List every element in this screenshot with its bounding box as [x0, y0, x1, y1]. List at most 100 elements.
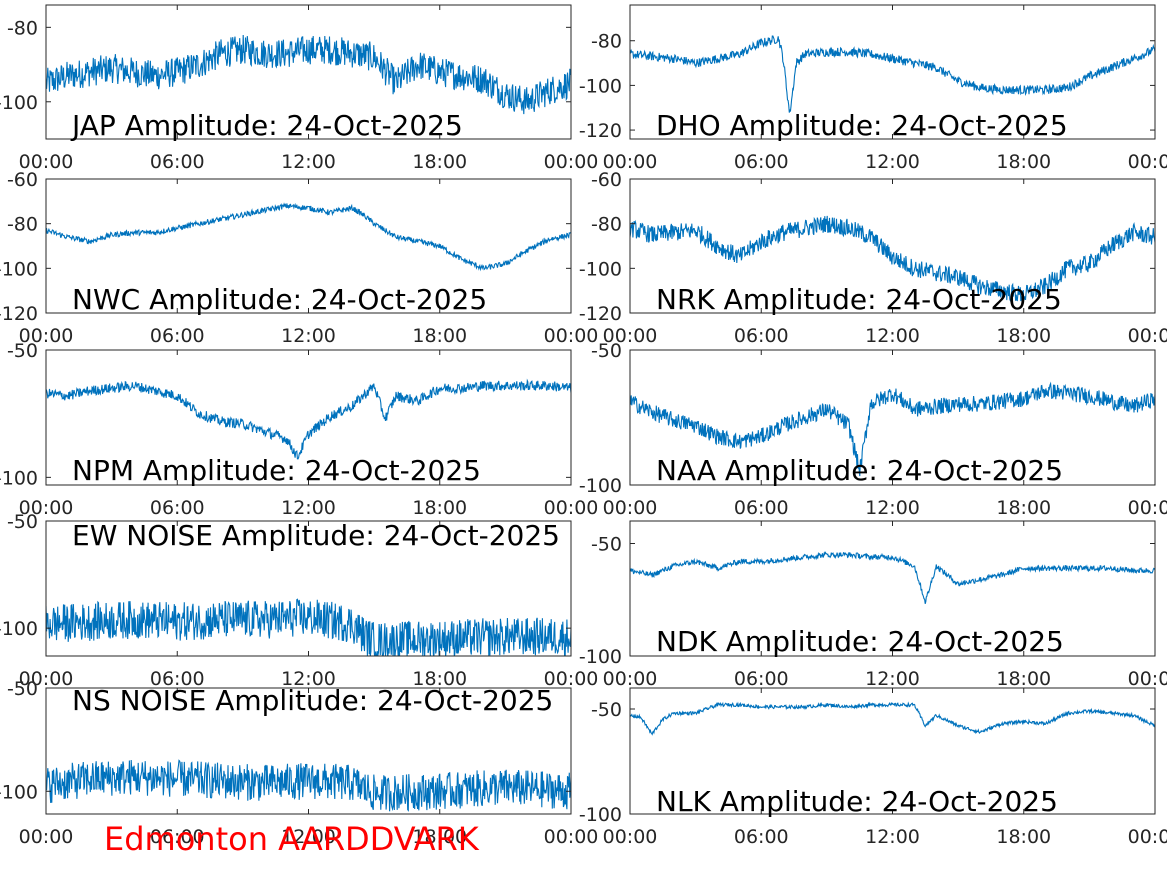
y-tick-label: -120	[579, 120, 622, 142]
y-tick-label: -100	[579, 475, 622, 497]
x-tick-label: 18:00	[996, 826, 1051, 848]
x-tick-label: 00:00	[544, 325, 599, 347]
x-tick-label: 00:00	[603, 826, 658, 848]
y-tick-label: -50	[591, 699, 622, 721]
chart-title: NAA Amplitude: 24-Oct-2025	[656, 454, 1063, 487]
x-tick-label: 00:00	[1128, 497, 1167, 519]
y-tick-label: -100	[579, 258, 622, 280]
x-tick-label: 06:00	[150, 497, 205, 519]
y-tick-label: -120	[0, 303, 38, 325]
x-tick-label: 06:00	[734, 151, 789, 173]
x-tick-label: 18:00	[996, 151, 1051, 173]
y-tick-label: -100	[579, 804, 622, 826]
series-line	[46, 34, 571, 115]
x-tick-label: 12:00	[281, 826, 336, 848]
x-tick-label: 00:00	[1128, 325, 1167, 347]
chart-title: NS NOISE Amplitude: 24-Oct-2025	[72, 684, 553, 717]
x-tick-label: 00:00	[1128, 151, 1167, 173]
series-line	[630, 381, 1155, 477]
y-tick-label: -50	[591, 534, 622, 556]
x-tick-label: 00:00	[19, 325, 74, 347]
x-tick-label: 00:00	[603, 325, 658, 347]
y-tick-label: -120	[579, 303, 622, 325]
chart-panel-0: -80 -100 00:00 06:00 12:00 18:00 00:00 JAP Ampl…	[0, 4, 599, 173]
series-line	[630, 551, 1155, 604]
x-tick-label: 06:00	[150, 325, 205, 347]
x-tick-label: 00:00	[19, 497, 74, 519]
x-tick-label: 00:00	[1128, 668, 1167, 690]
x-tick-label: 18:00	[412, 826, 467, 848]
chart-panel-8: -50 -100 00:00 06:00 12:00 18:00 00:00 NS NOISE…	[0, 678, 598, 848]
y-tick-label: -80	[7, 17, 38, 39]
chart-title: NPM Amplitude: 24-Oct-2025	[72, 454, 481, 487]
x-tick-label: 00:00	[544, 668, 599, 690]
y-tick-label: -100	[0, 781, 38, 803]
y-tick-label: -80	[7, 214, 38, 236]
series-line	[46, 378, 571, 460]
chart-title: EW NOISE Amplitude: 24-Oct-2025	[72, 519, 560, 552]
x-tick-label: 12:00	[865, 668, 920, 690]
chart-panel-3: -60-80-100-12000:0006:0012:0018:0000:00N…	[579, 169, 1167, 347]
chart-panel-2: -60-80-100-12000:0006:0012:0018:0000:00N…	[0, 169, 598, 347]
x-tick-label: 12:00	[281, 497, 336, 519]
x-tick-label: 18:00	[412, 151, 467, 173]
series-line	[630, 215, 1155, 302]
chart-panel-4: -50 -100 00:00 06:00 12:00 18:00 00:00 NPM Ampl…	[0, 340, 598, 519]
y-tick-label: -50	[591, 340, 622, 362]
y-tick-label: -100	[579, 646, 622, 668]
x-tick-label: 00:00	[1128, 826, 1167, 848]
x-tick-label: 18:00	[996, 668, 1051, 690]
x-tick-label: 18:00	[412, 325, 467, 347]
y-tick-label: -60	[7, 169, 38, 191]
x-tick-label: 12:00	[865, 826, 920, 848]
chart-title: DHO Amplitude: 24-Oct-2025	[656, 109, 1068, 142]
x-tick-label: 06:00	[150, 826, 205, 848]
x-tick-label: 18:00	[412, 668, 467, 690]
series-line	[46, 598, 571, 656]
y-tick-label: -100	[0, 258, 38, 280]
series-line	[46, 202, 571, 272]
chart-title: NDK Amplitude: 24-Oct-2025	[656, 625, 1064, 658]
y-tick-label: -100	[0, 618, 38, 640]
x-tick-label: 00:00	[19, 826, 74, 848]
x-tick-label: 00:00	[544, 497, 599, 519]
chart-panel-6: -50 -100 00:00 06:00 12:00 18:00 00:00 EW NOISE…	[0, 511, 598, 690]
x-tick-label: 00:00	[544, 151, 599, 173]
station-title: Edmonton AARDDVARK	[104, 820, 479, 858]
x-tick-label: 00:00	[603, 668, 658, 690]
x-tick-label: 06:00	[734, 826, 789, 848]
series-line	[630, 35, 1155, 113]
x-tick-label: 12:00	[281, 325, 336, 347]
x-tick-label: 12:00	[865, 497, 920, 519]
chart-title: NRK Amplitude: 24-Oct-2025	[656, 283, 1062, 316]
x-tick-label: 12:00	[865, 151, 920, 173]
x-tick-label: 06:00	[150, 668, 205, 690]
x-tick-label: 18:00	[996, 497, 1051, 519]
x-tick-label: 12:00	[281, 151, 336, 173]
x-tick-label: 06:00	[734, 325, 789, 347]
x-tick-label: 18:00	[996, 325, 1051, 347]
x-tick-label: 00:00	[603, 497, 658, 519]
chart-title: JAP Amplitude: 24-Oct-2025	[70, 109, 463, 142]
x-tick-label: 06:00	[150, 151, 205, 173]
y-tick-label: -50	[7, 511, 38, 533]
x-tick-label: 06:00	[734, 497, 789, 519]
y-tick-label: -100	[579, 75, 622, 97]
x-tick-label: 00:00	[19, 668, 74, 690]
series-line	[630, 701, 1155, 736]
y-tick-label: -50	[7, 340, 38, 362]
y-tick-label: -100	[0, 92, 38, 114]
chart-title: NLK Amplitude: 24-Oct-2025	[656, 785, 1058, 818]
y-tick-label: -100	[0, 467, 38, 489]
x-tick-label: 00:00	[603, 151, 658, 173]
y-tick-label: -60	[591, 169, 622, 191]
series-line	[46, 759, 571, 812]
chart-panel-1: -80 -100 -120 00:00 06:00 12:00 18:00 00:00 DHO …	[579, 4, 1167, 173]
y-tick-label: -80	[591, 214, 622, 236]
x-tick-label: 12:00	[865, 325, 920, 347]
x-tick-label: 12:00	[281, 668, 336, 690]
